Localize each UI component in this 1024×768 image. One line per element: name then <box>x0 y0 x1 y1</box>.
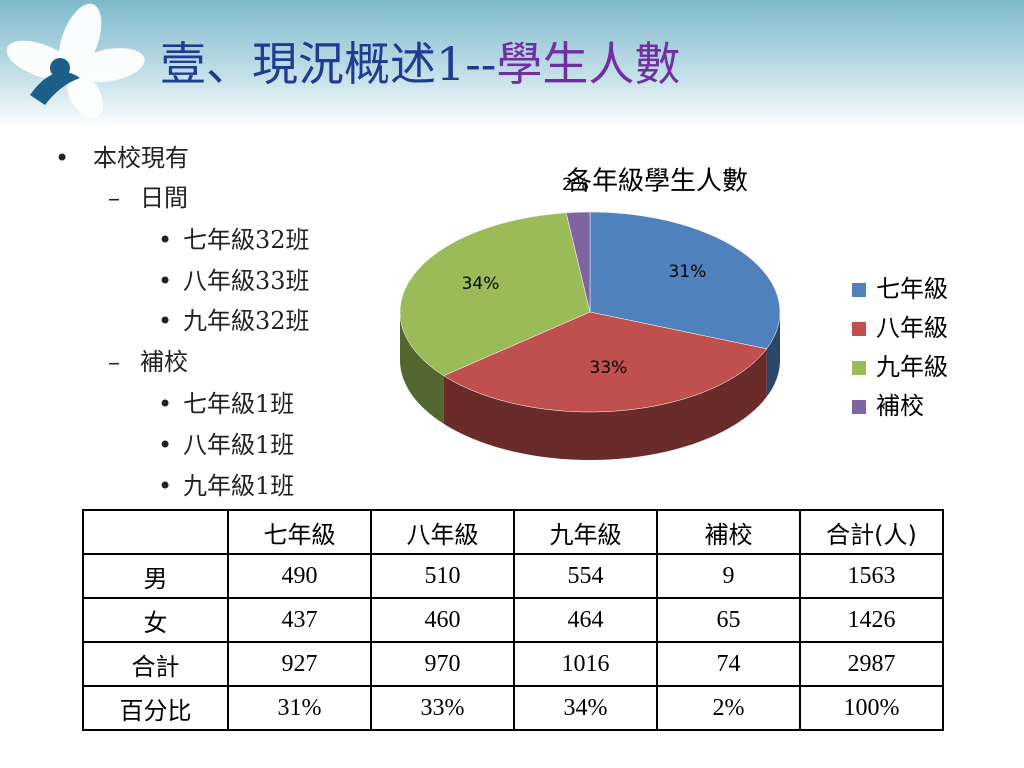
slide-title: 壹、現況概述1--學生人數 <box>160 28 680 94</box>
row-header-cell: 百分比 <box>82 685 229 731</box>
pie-slice-side <box>400 312 444 424</box>
table-header-cell: 七年級 <box>227 509 372 555</box>
pie-slice <box>443 311 768 413</box>
table-cell: 970 <box>370 641 515 687</box>
table-row: 合計 927 970 1016 74 2987 <box>82 641 944 687</box>
legend-label: 七年級 <box>876 275 948 303</box>
table-cell: 554 <box>513 553 658 599</box>
table-cell: 927 <box>227 641 372 687</box>
pie-slice-side <box>443 348 767 460</box>
table-cell: 460 <box>370 597 515 643</box>
table-cell: 490 <box>227 553 372 599</box>
table-cell: 1563 <box>799 553 944 599</box>
bullet-symbol: • <box>158 266 173 295</box>
table-cell: 9 <box>656 553 801 599</box>
table-cell: 74 <box>656 641 801 687</box>
outline-subsubitem: 七年級1班 <box>183 390 295 419</box>
row-header-cell: 女 <box>82 597 229 643</box>
table-header-cell: 九年級 <box>513 509 658 555</box>
outline-subsubitem: 九年級1班 <box>183 471 295 500</box>
outline-subitem: 日間 <box>140 184 188 212</box>
legend-label: 八年級 <box>876 314 948 342</box>
table-cell: 100% <box>799 685 944 731</box>
data-label: 33% <box>590 358 628 378</box>
legend-label: 補校 <box>876 392 924 420</box>
legend-swatch <box>852 400 866 414</box>
outline-subsubitem: 八年級33班 <box>183 266 310 295</box>
table-cell: 464 <box>513 597 658 643</box>
bullet-symbol: • <box>158 471 173 500</box>
table-cell: 65 <box>656 597 801 643</box>
table-row: 女 437 460 464 65 1426 <box>82 597 944 643</box>
bullet-symbol: • <box>158 430 173 459</box>
legend-label: 九年級 <box>876 353 948 381</box>
data-label: 2% <box>562 175 589 195</box>
title-main: 壹、現況概述1-- <box>160 37 497 91</box>
table-cell: 437 <box>227 597 372 643</box>
table-cell: 1016 <box>513 641 658 687</box>
outline-subitem: 補校 <box>140 348 188 377</box>
table-cell: 2987 <box>799 641 944 687</box>
table-cell: 1426 <box>799 597 944 643</box>
outline-subsubitem: 九年級32班 <box>183 307 310 336</box>
table-header-cell: 補校 <box>656 509 801 555</box>
data-label: 31% <box>669 262 707 282</box>
bullet-symbol: • <box>158 307 173 336</box>
row-header-cell: 男 <box>82 553 229 599</box>
outline-subsubitem: 七年級32班 <box>183 226 310 254</box>
outline-subsubitem: 八年級1班 <box>183 430 295 459</box>
table-header-row: 七年級 八年級 九年級 補校 合計(人) <box>82 509 944 555</box>
table-cell: 510 <box>370 553 515 599</box>
bullet-symbol: – <box>108 184 120 212</box>
table-cell: 31% <box>227 685 372 731</box>
pie-slice <box>565 211 591 313</box>
table-cell: 2% <box>656 685 801 731</box>
header-banner <box>0 0 1024 128</box>
row-header-cell: 合計 <box>82 641 229 687</box>
legend-swatch <box>852 322 866 336</box>
bullet-symbol: • <box>55 144 70 172</box>
bullet-symbol: • <box>158 390 173 419</box>
legend-swatch <box>852 361 866 375</box>
table-corner-cell <box>82 509 229 555</box>
legend-swatch <box>852 283 866 297</box>
pie-slice <box>399 212 591 377</box>
table-row: 男 490 510 554 9 1563 <box>82 553 944 599</box>
table-header-cell: 合計(人) <box>799 509 944 555</box>
table-cell: 33% <box>370 685 515 731</box>
pie-slice-side <box>766 312 780 397</box>
outline-item: 本校現有 <box>93 144 189 172</box>
data-table: 七年級 八年級 九年級 補校 合計(人) 男 490 510 554 9 1563 女 437 460 46… <box>82 509 944 731</box>
pie-slice <box>589 211 781 350</box>
bullet-symbol: • <box>158 226 173 254</box>
data-label: 34% <box>462 274 500 294</box>
title-highlight: 學生人數 <box>496 37 681 91</box>
chart-title: 各年級學生人數 <box>566 167 748 197</box>
table-header-cell: 八年級 <box>370 509 515 555</box>
bullet-symbol: – <box>108 348 120 377</box>
logo <box>6 3 145 118</box>
table-cell: 34% <box>513 685 658 731</box>
table-row: 百分比 31% 33% 34% 2% 100% <box>82 685 944 731</box>
